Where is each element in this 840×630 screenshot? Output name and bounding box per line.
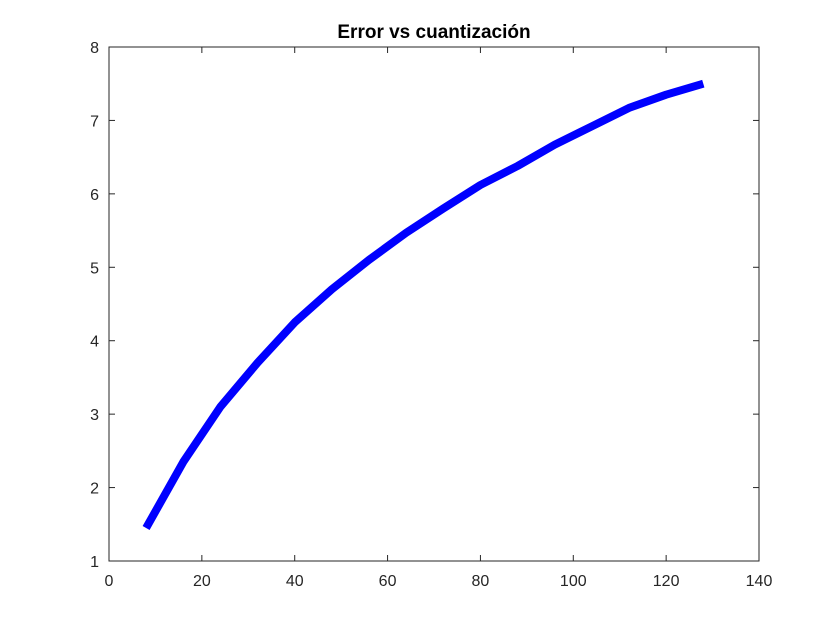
tick-labels: 0 20 40 60 80 100 120 140 1 2 3 4 5 6 7 8 (90, 40, 772, 590)
y-tick-label-0: 1 (90, 554, 99, 571)
x-tick-label-6: 120 (653, 573, 680, 590)
x-tick-label-5: 100 (560, 573, 587, 590)
y-tick-label-7: 8 (90, 40, 99, 57)
x-tick-label-2: 40 (286, 573, 304, 590)
x-tick-label-0: 0 (105, 573, 114, 590)
axis-ticks (108, 46, 760, 562)
x-tick-label-4: 80 (472, 573, 490, 590)
axes-box (108, 46, 760, 562)
x-tick-label-3: 60 (379, 573, 397, 590)
x-tick-label-1: 20 (193, 573, 211, 590)
y-tick-label-5: 6 (90, 187, 99, 204)
y-tick-label-4: 5 (90, 260, 99, 277)
chart-title: Error vs cuantización (337, 22, 530, 43)
y-tick-label-6: 7 (90, 113, 99, 130)
y-tick-label-2: 3 (90, 407, 99, 424)
x-tick-label-7: 140 (746, 573, 773, 590)
y-tick-label-1: 2 (90, 481, 99, 498)
series-line-0 (142, 79, 705, 530)
y-tick-label-3: 4 (90, 334, 99, 351)
series-layer (142, 79, 705, 530)
